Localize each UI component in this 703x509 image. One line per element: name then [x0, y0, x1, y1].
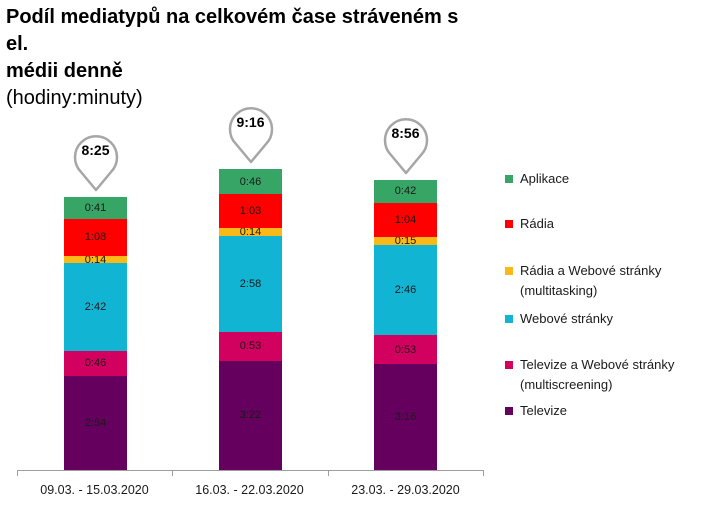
x-axis-label: 09.03. - 15.03.2020	[40, 483, 149, 497]
bar-segment: 0:41	[64, 196, 127, 219]
legend-item-aplikace: Aplikace	[505, 169, 569, 189]
x-axis-line	[17, 470, 483, 471]
legend-swatch-icon	[505, 315, 513, 323]
total-value-label: 8:25	[81, 141, 110, 158]
total-callout: 8:25	[71, 129, 121, 192]
bar-segment: 1:04	[374, 202, 437, 238]
segment-value-label: 0:46	[239, 175, 262, 188]
total-value-label: 9:16	[236, 114, 265, 131]
chart-title: Podíl mediatypů na celkovém čase stráven…	[6, 4, 486, 112]
legend-swatch-icon	[505, 267, 513, 275]
legend-item-televize: Televize	[505, 401, 567, 421]
segment-value-label: 0:53	[394, 343, 417, 356]
bar-segment: 2:42	[64, 263, 127, 351]
legend-label: Televize	[520, 403, 567, 418]
segment-value-label: 1:03	[239, 205, 262, 218]
segment-value-label: 3:16	[394, 410, 417, 423]
bar-segment: 2:58	[219, 235, 282, 333]
legend-item-radia: Rádia	[505, 214, 554, 234]
chart-title-line1: Podíl mediatypů na celkovém čase stráven…	[6, 6, 459, 55]
segment-value-label: 1:08	[84, 231, 107, 244]
x-axis-tick	[172, 470, 173, 476]
total-callout: 8:56	[381, 112, 431, 175]
chart-subtitle: (hodiny:minuty)	[6, 87, 143, 109]
legend-item-radia-web: Rádia a Webové stránky (multitasking)	[505, 261, 695, 301]
x-axis-tick	[17, 470, 18, 476]
segment-value-label: 3:22	[239, 409, 262, 422]
bar-segment: 0:14	[64, 253, 127, 266]
bar-segment: 1:08	[64, 218, 127, 256]
bar-segment: 0:53	[219, 332, 282, 361]
chart-title-line2: médii denně	[6, 60, 123, 82]
bar-segment: 0:46	[64, 350, 127, 376]
segment-value-label: 1:04	[394, 214, 417, 227]
legend-label: Webové stránky	[520, 311, 613, 326]
bar-segment: 1:03	[219, 194, 282, 229]
segment-value-label: 0:42	[394, 185, 417, 198]
segment-value-label: 0:41	[84, 201, 107, 214]
stacked-bar: 3:22 0:53 2:58 0:14 1:03 0:46	[219, 169, 282, 470]
x-axis-label: 16.03. - 22.03.2020	[195, 483, 304, 497]
segment-value-label: 2:46	[394, 284, 417, 297]
legend-label: Aplikace	[520, 171, 570, 186]
bar-segment: 2:54	[64, 375, 127, 470]
total-callout: 9:16	[226, 101, 276, 164]
segment-value-label: 0:46	[84, 357, 107, 370]
segment-value-label: 2:58	[239, 277, 262, 290]
segment-value-label: 2:54	[84, 416, 107, 429]
bar-segment: 0:42	[374, 180, 437, 203]
map-pin-icon	[73, 134, 118, 192]
segment-value-label: 0:53	[239, 340, 262, 353]
segment-value-label: 0:14	[239, 225, 262, 238]
segment-value-label: 0:14	[84, 253, 107, 266]
bar-segment: 3:16	[374, 363, 437, 470]
x-axis-tick	[328, 470, 329, 476]
legend-item-web: Webové stránky	[505, 309, 613, 329]
segment-value-label: 0:15	[394, 235, 417, 248]
legend-label: Rádia	[520, 216, 554, 231]
segment-value-label: 2:42	[84, 301, 107, 314]
stacked-bar: 3:16 0:53 2:46 0:15 1:04 0:42	[374, 180, 437, 470]
legend-label: Rádia a Webové stránky (multitasking)	[520, 263, 662, 298]
bar-segment: 0:15	[374, 235, 437, 248]
bar-segment: 0:53	[374, 335, 437, 364]
bar-segment: 0:46	[219, 169, 282, 195]
bar-segment: 2:46	[374, 245, 437, 336]
x-axis-tick	[483, 470, 484, 476]
legend-swatch-icon	[505, 361, 513, 369]
legend-item-tv-web: Televize a Webové stránky (multiscreenin…	[505, 355, 700, 395]
legend-swatch-icon	[505, 220, 513, 228]
map-pin-icon	[228, 107, 273, 164]
total-value-label: 8:56	[391, 125, 420, 142]
x-axis-label: 23.03. - 29.03.2020	[351, 483, 460, 497]
map-pin-icon	[383, 118, 428, 175]
legend-label: Televize a Webové stránky (multiscreenin…	[520, 357, 675, 392]
legend-swatch-icon	[505, 175, 513, 183]
bar-segment: 0:14	[219, 225, 282, 238]
legend-swatch-icon	[505, 407, 513, 415]
stacked-bar: 2:54 0:46 2:42 0:14 1:08 0:41	[64, 196, 127, 470]
bar-segment: 3:22	[219, 360, 282, 470]
